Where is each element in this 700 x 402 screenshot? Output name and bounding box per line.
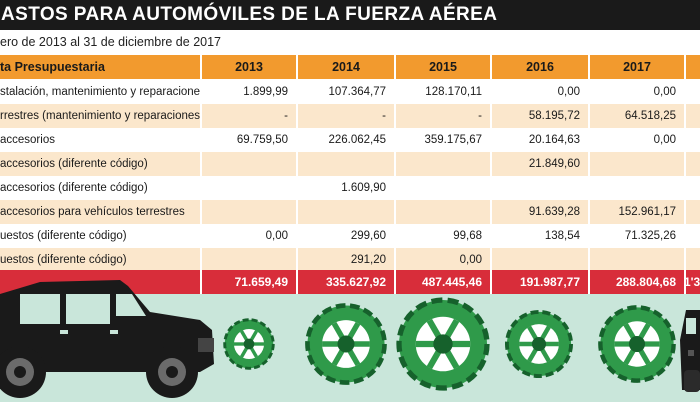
table-cell [298,152,394,176]
table-cell-extra [686,80,700,104]
table-cell-extra [686,104,700,128]
header-label: ta Presupuestaria [0,55,200,79]
table-cell: 138,54 [492,224,588,248]
table-row: stalación, mantenimiento y reparaciones)… [0,80,700,104]
table-cell [202,176,296,200]
row-label: accesorios (diferente código) [0,152,200,176]
row-label: uestos (diferente código) [0,248,200,272]
table-row: uestos (diferente código) 291,20 0,00 [0,248,700,272]
year-header: 2017 [590,55,684,79]
year-header: 2014 [298,55,394,79]
table-cell: 299,60 [298,224,394,248]
table-cell [202,248,296,272]
table-cell [202,200,296,224]
wheel-mark [305,303,387,385]
table-cell: 107.364,77 [298,80,394,104]
wheel-mark [598,305,676,383]
chart-subtitle: ero de 2013 al 31 de diciembre de 2017 [0,35,221,49]
row-label: stalación, mantenimiento y reparaciones) [0,80,200,104]
table-cell [202,152,296,176]
table-cell: 64.518,25 [590,104,684,128]
table-cell [590,152,684,176]
row-label: accesorios (diferente código) [0,176,200,200]
table-cell: 71.325,26 [590,224,684,248]
table-cell: 58.195,72 [492,104,588,128]
table-cell: 1.899,99 [202,80,296,104]
table-cell: 0,00 [590,80,684,104]
table-row: accesorios (diferente código) 1.609,90 [0,176,700,200]
table-cell [396,200,490,224]
column-divider [394,55,396,294]
row-label: uestos (diferente código) [0,224,200,248]
table-cell: 226.062,45 [298,128,394,152]
table-row: rrestres (mantenimiento y reparaciones) -… [0,104,700,128]
total-value: 191.987,77 [519,275,580,289]
table-cell: 99,68 [396,224,490,248]
table-cell [590,176,684,200]
table-cell: 20.164,63 [492,128,588,152]
row-label: rrestres (mantenimiento y reparaciones) [0,104,200,128]
total-value: 487.445,46 [421,275,482,289]
table-row: accesorios para vehículos terrestres 91.6… [0,200,700,224]
table-cell: 91.639,28 [492,200,588,224]
total-value: 71.659,49 [234,275,288,289]
table-cell [298,200,394,224]
table-cell: 359.175,67 [396,128,490,152]
totals-row: 71.659,49 335.627,92 487.445,46 191.987,… [0,270,700,294]
wheels-chart [223,297,676,391]
table-cell: 0,00 [396,248,490,272]
wheel-mark [396,297,490,391]
table-cell-extra [686,224,700,248]
wheel-mark [223,318,275,370]
row-label: accesorios [0,128,200,152]
total-value-extra: 1'3 [684,275,700,289]
title-bar: ASTOS PARA AUTOMÓVILES DE LA FUERZA AÉRE… [0,0,700,30]
table-cell [396,176,490,200]
table-cell-extra [686,128,700,152]
year-header: 2015 [396,55,490,79]
chart-title: ASTOS PARA AUTOMÓVILES DE LA FUERZA AÉRE… [1,4,498,25]
column-divider [200,55,202,294]
year-header-extra [686,55,700,79]
table-cell: 128.170,11 [396,80,490,104]
column-divider [588,55,590,294]
total-value: 288.804,68 [615,275,676,289]
column-divider [490,55,492,294]
table-row: accesorios 69.759,50 226.062,45 359.175,67 2… [0,128,700,152]
total-value: 335.627,92 [325,275,386,289]
table-cell-extra [686,248,700,272]
row-label: accesorios para vehículos terrestres [0,200,200,224]
year-header: 2016 [492,55,588,79]
humvee-front-icon [680,310,700,392]
year-header: 2013 [202,55,296,79]
table-cell-extra [686,152,700,176]
table-cell-extra [686,200,700,224]
table-cell: - [298,104,394,128]
table-cell: 291,20 [298,248,394,272]
column-divider [684,55,686,294]
column-divider [296,55,298,294]
table-row: accesorios (diferente código) 21.849,60 [0,152,700,176]
table-cell: 1.609,90 [298,176,394,200]
table-cell: 152.961,17 [590,200,684,224]
table-cell [492,248,588,272]
table-cell: - [202,104,296,128]
table-cell [396,152,490,176]
table-cell: 21.849,60 [492,152,588,176]
table-row: uestos (diferente código) 0,00 299,60 99,68… [0,224,700,248]
humvee-icon [0,280,214,398]
table-cell: 0,00 [590,128,684,152]
table-cell [590,248,684,272]
table-header: ta Presupuestaria 2013 2014 2015 2016 20… [0,55,700,79]
wheel-mark [504,309,574,379]
table-cell [492,176,588,200]
table-cell: 0,00 [202,224,296,248]
table-cell: - [396,104,490,128]
table-cell-extra [686,176,700,200]
table-cell: 69.759,50 [202,128,296,152]
table-cell: 0,00 [492,80,588,104]
